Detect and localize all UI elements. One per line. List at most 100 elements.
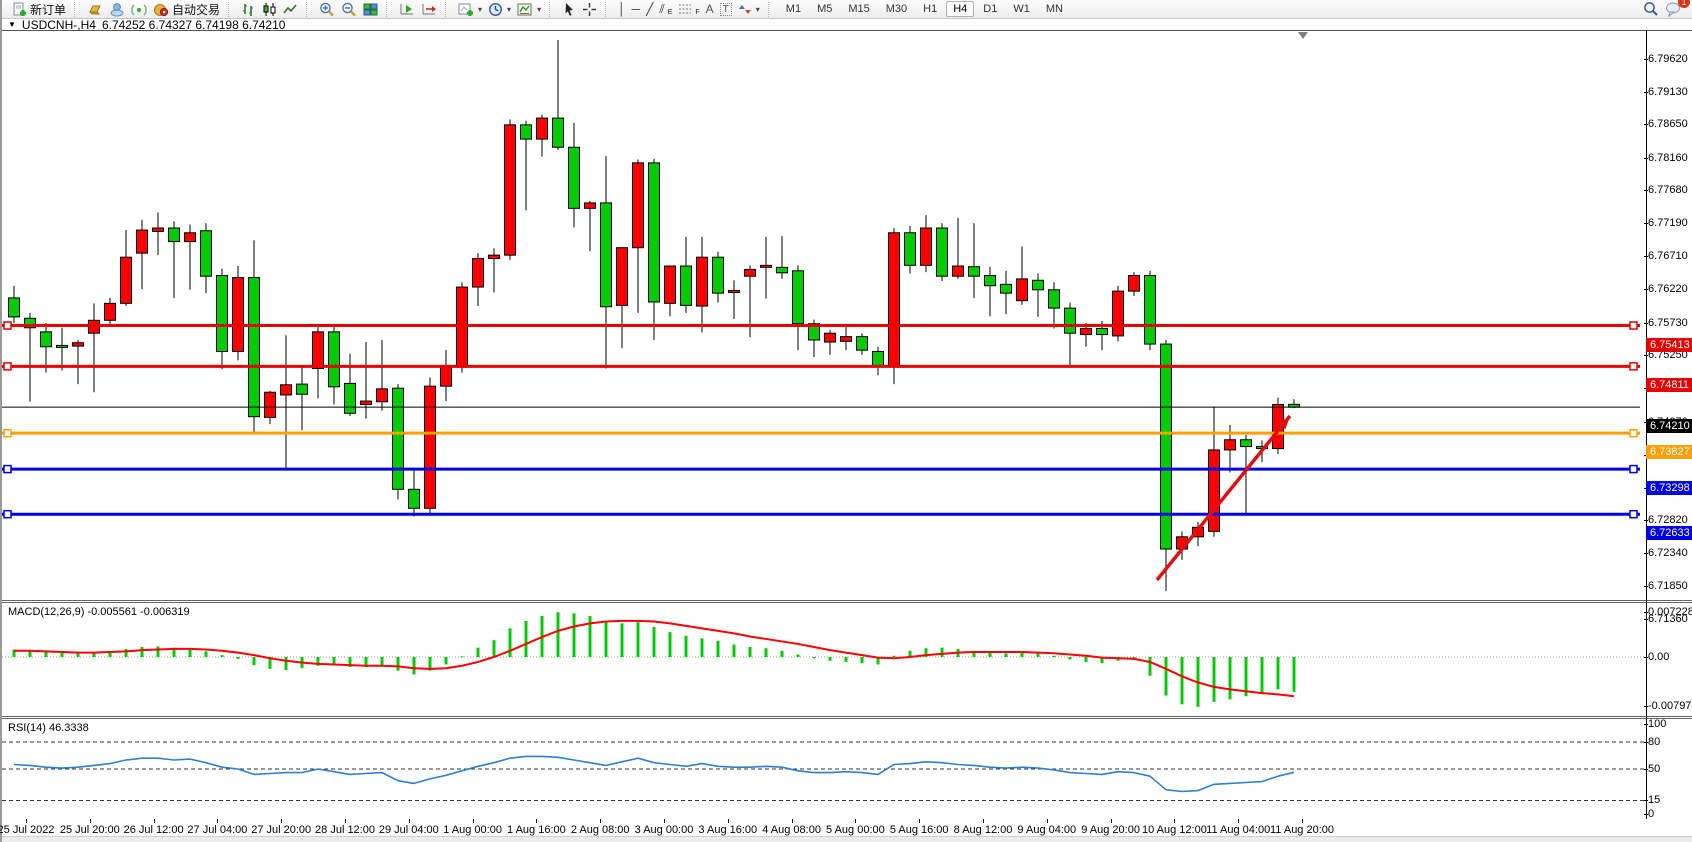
text-label-tool[interactable]: T [717, 0, 735, 18]
tick-dash [1644, 91, 1648, 93]
timeframe-button-h4[interactable]: H4 [946, 1, 975, 17]
line-chart-icon [283, 2, 298, 17]
timeframe-group: M1 M5 M15 M30 H1 H4 D1 W1 MN [775, 0, 1074, 19]
timeframe-button-m15[interactable]: M15 [848, 3, 870, 15]
tick-dash [1644, 355, 1648, 357]
chart-window: ▼ USDCNH-,H4 6.74252 6.74327 6.74198 6.7… [0, 18, 1692, 842]
toolbar-separator [445, 1, 450, 17]
candle-body [936, 227, 948, 277]
macd-histogram-bar [556, 612, 560, 657]
price-axis-tick: 6.79620 [1644, 53, 1692, 66]
new-order-label: 新订单 [30, 2, 67, 17]
trend-arrow-line[interactable] [1155, 414, 1292, 582]
notifications-button[interactable]: 1 [1662, 0, 1690, 18]
auto-scroll-button[interactable] [396, 0, 418, 18]
cursor-tool-button[interactable] [559, 0, 579, 18]
arrows-tool-dropdown[interactable]: ▾ [735, 0, 763, 18]
macd-histogram-bar [636, 622, 640, 657]
candle-body [104, 302, 116, 321]
chart-shift-button[interactable] [418, 0, 440, 18]
equidistant-channel-tool[interactable]: ⫽ E [656, 0, 675, 18]
trendline-tool[interactable]: ╱ [643, 0, 656, 18]
time-axis-tick [855, 819, 857, 823]
timeframe-button-d1[interactable]: D1 [983, 3, 998, 15]
zoom-out-button[interactable] [338, 0, 360, 18]
timeframe-button-mn[interactable]: MN [1045, 3, 1063, 15]
horizontal-line-icon: ─ [631, 2, 641, 16]
horizontal-line-tool[interactable]: ─ [629, 0, 644, 18]
search-button[interactable] [1640, 0, 1662, 18]
candle-body [968, 266, 980, 277]
timeframe-button-m1[interactable]: M1 [785, 3, 802, 15]
candle-body [40, 331, 52, 348]
timeframe-button-w1[interactable]: W1 [1013, 3, 1030, 15]
text-tool[interactable]: A [703, 0, 717, 18]
macd-histogram-bar [908, 650, 912, 657]
zoom-in-button[interactable] [316, 0, 338, 18]
chart-shift-marker [1298, 32, 1308, 39]
line-left-handle[interactable] [3, 321, 12, 330]
toolbar-separator [74, 1, 79, 17]
line-left-handle[interactable] [3, 464, 12, 474]
dropdown-caret-icon: ▾ [478, 4, 483, 14]
macd-histogram-bar [332, 657, 336, 666]
template-dropdown[interactable]: ▾ [514, 0, 544, 18]
pane-separator[interactable] [2, 600, 1692, 603]
timeframe-button-m30[interactable]: M30 [885, 3, 908, 15]
time-axis-tick [600, 819, 602, 823]
candle-body [472, 258, 484, 288]
new-order-button[interactable]: 新订单 [9, 0, 69, 18]
candle-body [808, 323, 820, 341]
macd-histogram-bar [1292, 657, 1296, 692]
candle-body [728, 289, 740, 293]
bar-chart-mode-button[interactable] [238, 0, 259, 18]
line-right-handle[interactable] [1629, 428, 1638, 438]
new-chart-dropdown[interactable]: ▾ [455, 0, 485, 18]
candlestick-mode-button[interactable] [259, 0, 280, 18]
line-right-handle[interactable] [1629, 321, 1638, 330]
community-button[interactable] [106, 0, 128, 18]
line-chart-mode-button[interactable] [280, 0, 301, 18]
period-dropdown[interactable]: ▾ [485, 0, 514, 18]
toolbar-separator [605, 1, 610, 17]
macd-indicator-label: MACD(12,26,9) -0.005561 -0.006319 [8, 606, 190, 618]
price-axis-tick: 6.71360 [1644, 613, 1692, 626]
timeframe-button-m5[interactable]: M5 [817, 3, 833, 15]
toolbar-separator [306, 1, 311, 17]
pane-separator[interactable] [2, 716, 1692, 719]
time-axis-label: 27 Jul 04:00 [187, 824, 248, 836]
tick-dash [1644, 289, 1648, 291]
line-right-handle[interactable] [1629, 509, 1638, 519]
cursor-icon [562, 2, 576, 17]
signals-button[interactable] [128, 0, 150, 18]
timeframe-button-h1[interactable]: H1 [923, 3, 938, 15]
main-price-pane[interactable] [2, 31, 1646, 603]
price-axis-tick: 6.72340 [1644, 547, 1692, 560]
crosshair-tool-button[interactable] [579, 0, 600, 18]
collapse-triangle-icon[interactable]: ▼ [8, 20, 16, 29]
vertical-line-tool[interactable]: │ [615, 0, 629, 18]
fibonacci-tool[interactable]: F [675, 0, 702, 18]
macd-histogram-bar [188, 648, 192, 657]
auto-trading-button[interactable]: 自动交易 [150, 0, 223, 18]
line-left-handle[interactable] [3, 509, 12, 519]
line-left-handle[interactable] [3, 428, 12, 438]
macd-histogram-bar [44, 651, 48, 657]
price-line-label: 6.73827 [1646, 445, 1692, 460]
time-axis-label: 3 Aug 16:00 [698, 824, 758, 836]
line-right-handle[interactable] [1629, 362, 1638, 371]
market-button[interactable] [84, 0, 106, 18]
rsi-axis-label: 80 [1644, 736, 1692, 749]
macd-histogram-bar [668, 632, 672, 657]
candle-body [168, 227, 180, 243]
signal-icon [131, 2, 147, 17]
macd-axis-label: 0.00 [1644, 651, 1692, 664]
toolbar-separator [549, 1, 554, 17]
macd-pane [2, 612, 1646, 707]
line-right-handle[interactable] [1629, 464, 1638, 474]
candle-body [952, 265, 964, 277]
line-left-handle[interactable] [3, 362, 12, 371]
text-label-icon: T [719, 2, 732, 16]
tile-windows-button[interactable] [360, 0, 381, 18]
candle-body [24, 317, 36, 329]
